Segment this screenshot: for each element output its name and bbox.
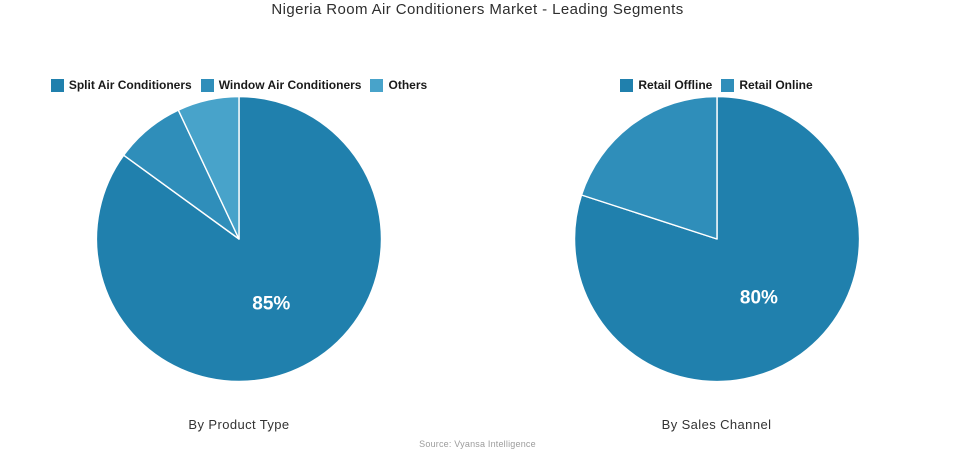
legend-label: Retail Online [739, 78, 813, 92]
legend-swatch-icon [200, 78, 214, 92]
source-note: Source: Vyansa Intelligence [419, 439, 536, 449]
legend-swatch-icon [721, 78, 735, 92]
pie-chart: 85% [95, 95, 383, 383]
pie-data-label: 85% [252, 294, 290, 315]
legend-item-others: Others [370, 78, 427, 92]
legend-swatch-icon [370, 78, 384, 92]
pie-slice-retail-online [580, 95, 718, 240]
pie-chart: 80% [573, 95, 860, 383]
legend-item-retail-offline: Retail Offline [620, 78, 712, 92]
pie-panel-product-type: Split Air Conditioners Window Air Conditi… [0, 78, 478, 432]
legend-sales-channel: Retail Offline Retail Online [478, 78, 955, 92]
legend-swatch-icon [620, 78, 634, 92]
legend-item-split-air-conditioners: Split Air Conditioners [50, 78, 192, 92]
legend-label: Window Air Conditioners [218, 78, 362, 92]
pie-data-label: 80% [739, 288, 777, 309]
pie-slice-others [177, 95, 240, 240]
legend-item-window-air-conditioners: Window Air Conditioners [200, 78, 362, 92]
legend-product-type: Split Air Conditioners Window Air Conditi… [0, 78, 478, 92]
caption-sales-channel: By Sales Channel [661, 417, 772, 432]
legend-label: Split Air Conditioners [68, 78, 192, 92]
caption-product-type: By Product Type [188, 417, 290, 432]
pie-sales-channel: 80% [573, 95, 861, 383]
pie-panel-sales-channel: Retail Offline Retail Online 80% By Sales… [478, 0, 955, 454]
legend-label: Retail Offline [638, 78, 713, 92]
legend-swatch-icon [50, 78, 64, 92]
chart-title: Nigeria Room Air Conditioners Market - L… [271, 1, 684, 18]
legend-label: Others [388, 78, 428, 92]
pie-product-type: 85% [95, 95, 383, 383]
legend-item-retail-online: Retail Online [721, 78, 813, 92]
